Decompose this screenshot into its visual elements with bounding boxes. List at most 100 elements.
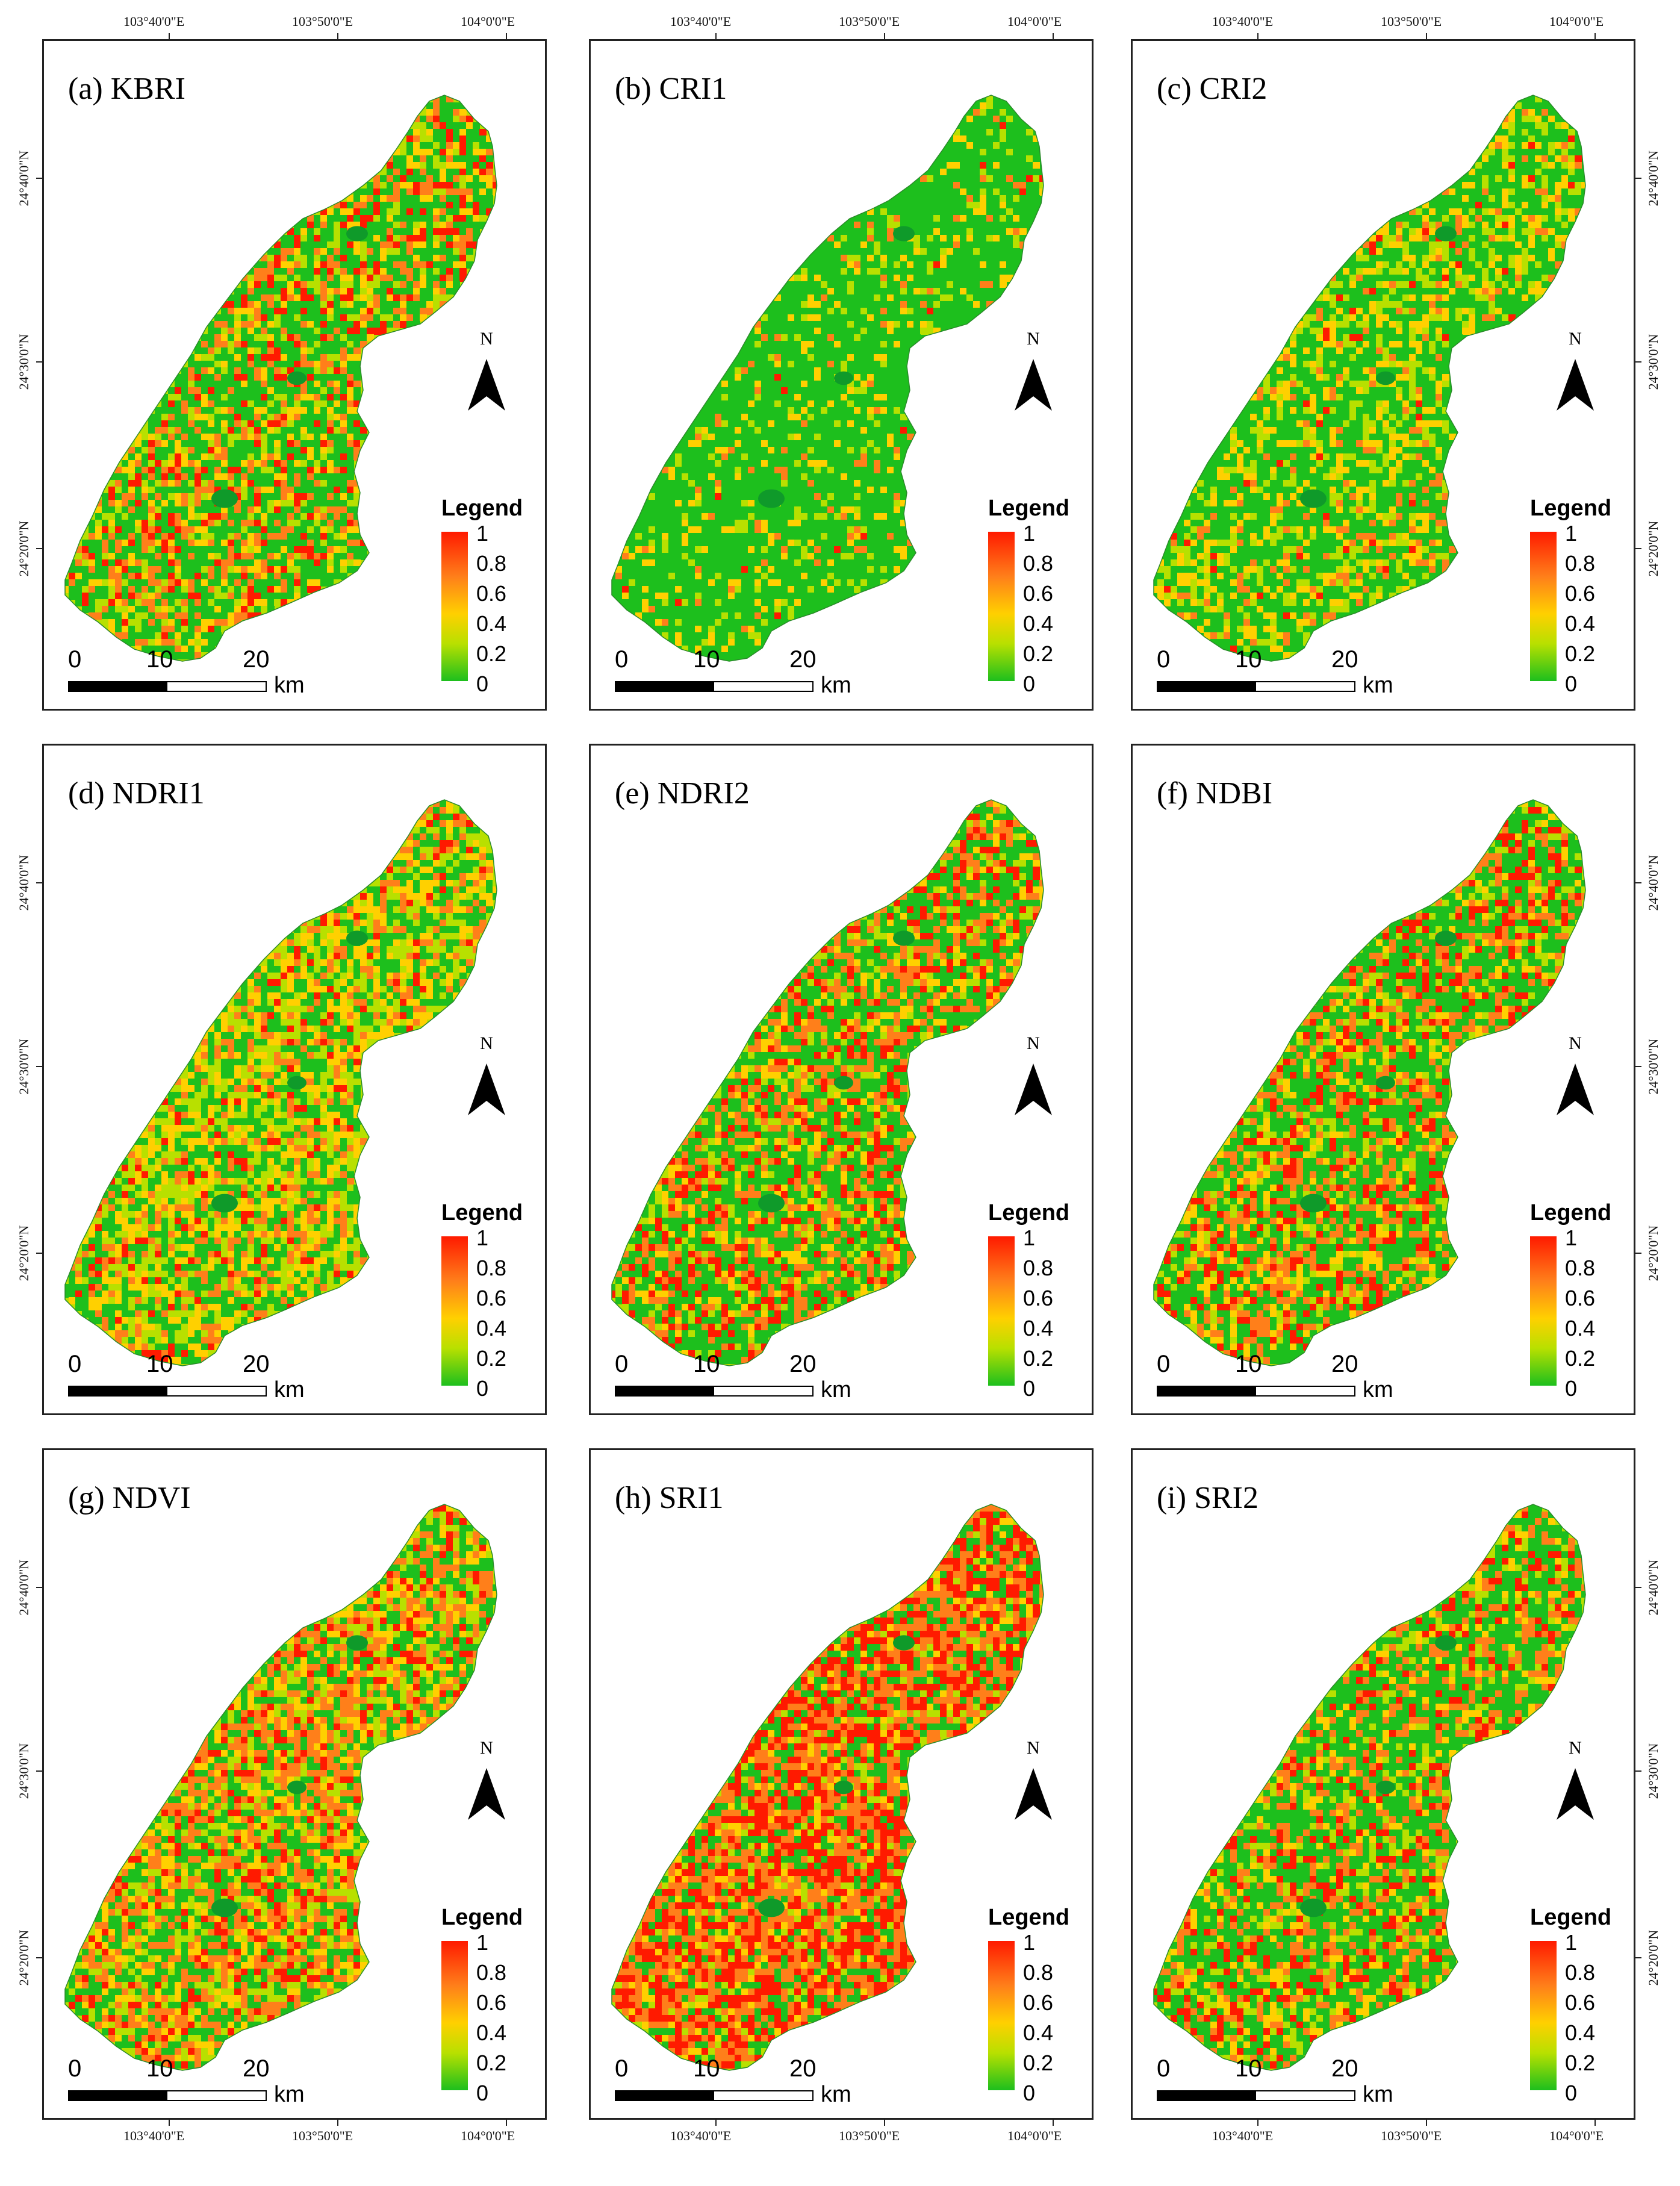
legend-title: Legend: [1530, 496, 1632, 522]
graticule-tick: [715, 33, 717, 39]
legend-tick-label: 0.8: [476, 551, 506, 576]
reservoir-patch: [346, 1635, 368, 1651]
latitude-label: 24°20'0"N: [1646, 1211, 1661, 1295]
scale-bar-segment: [1158, 682, 1256, 691]
north-arrow-icon: [1557, 359, 1594, 411]
reservoir-patch: [758, 489, 785, 508]
graticule-tick: [1635, 1957, 1641, 1958]
study-area-boundary: [64, 95, 497, 662]
scale-label: 0: [1157, 1351, 1170, 1378]
reservoir-patch: [893, 930, 915, 946]
scale-unit: km: [821, 1377, 851, 1403]
graticule-tick: [36, 1770, 42, 1772]
latitude-label: 24°30'0"N: [1646, 1024, 1661, 1109]
study-area-boundary: [1153, 1504, 1586, 2071]
scale-unit: km: [274, 2082, 305, 2108]
latitude-label: 24°20'0"N: [16, 506, 32, 591]
scale-bar-graphic: [615, 681, 814, 692]
raster-map: [64, 799, 497, 1366]
legend-tick-label: 1: [1023, 521, 1035, 546]
legend: Legend 1 0.8 0.6 0.4 0.2 0: [441, 1200, 544, 1405]
map-panel-b: (b) CRI1 N Legend 1 0.8 0.6 0.4 0.2 0 0 10 20 km: [589, 39, 1094, 711]
scale-label: 10: [146, 1351, 173, 1378]
legend-tick-label: 1: [1565, 1225, 1577, 1251]
legend-tick-label: 0.6: [1023, 581, 1053, 606]
raster-map: [1153, 1504, 1586, 2071]
legend-tick-label: 0.2: [1565, 1346, 1595, 1371]
reservoir-patch: [1435, 226, 1457, 241]
north-arrow: N: [1012, 1033, 1054, 1119]
legend-tick-label: 0.8: [1023, 1256, 1053, 1281]
longitude-label: 103°50'0"E: [839, 2128, 900, 2144]
latitude-label: 24°30'0"N: [1646, 1729, 1661, 1813]
north-arrow-icon: [468, 1768, 505, 1820]
legend-tick-label: 0.2: [1565, 2051, 1595, 2076]
latitude-label: 24°40'0"N: [16, 136, 32, 220]
graticule-tick: [884, 2120, 885, 2126]
graticule-tick: [1635, 178, 1641, 179]
latitude-label: 24°40'0"N: [1646, 841, 1661, 925]
reservoir-patch: [346, 930, 368, 946]
legend-title: Legend: [441, 496, 544, 522]
legend-title: Legend: [988, 496, 1090, 522]
north-label: N: [465, 1033, 508, 1054]
scale-bar-segment: [69, 682, 167, 691]
legend-tick-label: 0.6: [476, 1990, 506, 2016]
scale-label: 20: [789, 646, 817, 673]
legend-color-ramp: [1530, 1236, 1557, 1386]
panel-title: (f) NDBI: [1157, 776, 1272, 811]
reservoir-patch: [287, 371, 306, 385]
legend-tick-label: 0.8: [1565, 551, 1595, 576]
longitude-label: 104°0'0"E: [461, 2128, 515, 2144]
scale-bar-graphic: [68, 1386, 267, 1397]
reservoir-patch: [893, 1635, 915, 1651]
scale-bar-graphic: [1157, 1386, 1355, 1397]
raster-map: [1153, 95, 1586, 662]
legend-tick-label: 1: [476, 521, 488, 546]
north-arrow-icon: [468, 1063, 505, 1115]
panel-title: (b) CRI1: [615, 71, 727, 107]
north-arrow: N: [1554, 329, 1596, 415]
scale-label: 20: [1331, 646, 1358, 673]
north-arrow-icon: [1015, 1768, 1052, 1820]
legend-tick-label: 0.8: [476, 1256, 506, 1281]
legend-tick-label: 0.2: [476, 2051, 506, 2076]
legend-tick-label: 0.2: [1565, 641, 1595, 667]
legend-tick-label: 0.4: [476, 611, 506, 637]
scale-label: 10: [1235, 2055, 1262, 2082]
reservoir-patch: [211, 1194, 238, 1213]
north-arrow-icon: [1015, 359, 1052, 411]
legend: Legend 1 0.8 0.6 0.4 0.2 0: [1530, 496, 1632, 700]
longitude-label: 104°0'0"E: [1007, 2128, 1062, 2144]
latitude-label: 24°20'0"N: [16, 1916, 32, 2000]
longitude-label: 103°40'0"E: [670, 14, 731, 30]
north-label: N: [1012, 1033, 1054, 1054]
scale-bar-segment: [616, 682, 714, 691]
study-area-boundary: [611, 1504, 1044, 2071]
legend-tick-label: 1: [1023, 1930, 1035, 1955]
north-label: N: [465, 1738, 508, 1758]
legend-tick-label: 0: [1023, 2081, 1035, 2106]
reservoir-patch: [1376, 1780, 1395, 1795]
legend-tick-label: 0: [476, 1376, 488, 1401]
legend-tick-label: 0.2: [476, 641, 506, 667]
longitude-label: 104°0'0"E: [1007, 14, 1062, 30]
longitude-label: 104°0'0"E: [1549, 14, 1604, 30]
longitude-label: 103°40'0"E: [670, 2128, 731, 2144]
scale-bar-segment: [1158, 1387, 1256, 1395]
graticule-tick: [506, 33, 507, 39]
legend-tick-label: 0.4: [476, 2020, 506, 2046]
legend-tick-label: 0.8: [1565, 1256, 1595, 1281]
scale-unit: km: [821, 2082, 851, 2108]
reservoir-patch: [346, 226, 368, 241]
latitude-label: 24°30'0"N: [16, 1729, 32, 1813]
graticule-tick: [36, 1253, 42, 1254]
reservoir-patch: [1435, 930, 1457, 946]
legend-tick-label: 0.2: [476, 1346, 506, 1371]
scale-bar: 0 10 20 km: [1157, 2055, 1410, 2110]
raster-map: [1153, 799, 1586, 1366]
longitude-label: 103°50'0"E: [292, 14, 353, 30]
legend-title: Legend: [441, 1905, 544, 1931]
scale-bar-graphic: [1157, 681, 1355, 692]
legend: Legend 1 0.8 0.6 0.4 0.2 0: [1530, 1905, 1632, 2110]
